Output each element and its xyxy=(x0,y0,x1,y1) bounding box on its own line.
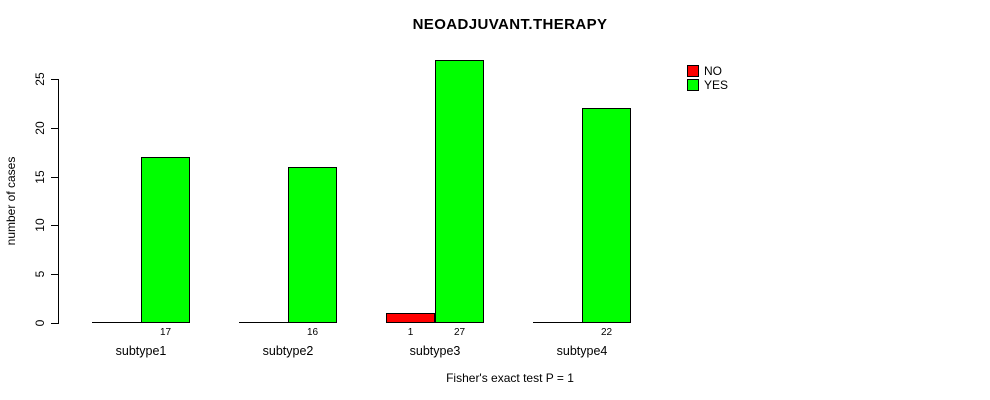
bar-yes-subtype4 xyxy=(582,108,631,323)
bar-yes-subtype2 xyxy=(288,166,337,323)
y-axis-tick xyxy=(51,225,58,227)
category-label-subtype4: subtype4 xyxy=(556,344,608,358)
bar-value-label: 17 xyxy=(159,327,172,338)
legend-label-yes: YES xyxy=(704,78,729,92)
y-axis-tick xyxy=(51,323,58,324)
legend-item-yes: YES xyxy=(687,78,728,92)
bar-no-subtype1 xyxy=(92,322,141,323)
bar-value-label: 16 xyxy=(306,327,319,338)
bar-no-subtype2 xyxy=(239,322,288,323)
legend-item-no: NO xyxy=(687,64,728,78)
y-axis-tick-label: 15 xyxy=(33,169,47,184)
bar-value-label: 1 xyxy=(407,327,414,338)
bar-no-subtype4 xyxy=(533,322,582,323)
y-axis-tick-label: 25 xyxy=(33,72,47,86)
x-axis-caption: Fisher's exact test P = 1 xyxy=(446,371,574,385)
y-axis-tick-label: 20 xyxy=(33,121,47,135)
legend-swatch-yes xyxy=(687,79,699,91)
legend: NO YES xyxy=(687,64,728,92)
bar-value-label: 22 xyxy=(600,327,613,338)
category-label-subtype2: subtype2 xyxy=(262,344,314,358)
y-axis-tick xyxy=(51,79,58,80)
legend-swatch-no xyxy=(687,65,699,77)
category-label-subtype1: subtype1 xyxy=(115,344,167,358)
y-axis-tick xyxy=(51,274,58,276)
y-axis-tick-label: 10 xyxy=(33,218,47,233)
y-axis-tick-label: 5 xyxy=(33,270,47,278)
y-axis-tick xyxy=(51,176,58,178)
category-label-subtype3: subtype3 xyxy=(409,344,461,358)
y-axis-line xyxy=(58,79,59,324)
bar-yes-subtype1 xyxy=(141,157,190,323)
y-axis-tick-label: 0 xyxy=(33,319,47,327)
y-axis-tick xyxy=(51,127,58,129)
bar-yes-subtype3 xyxy=(435,59,484,323)
bar-value-label: 27 xyxy=(453,327,466,338)
bar-no-subtype3 xyxy=(386,313,435,323)
chart-title: NEOADJUVANT.THERAPY xyxy=(412,16,608,33)
legend-label-no: NO xyxy=(704,64,722,78)
